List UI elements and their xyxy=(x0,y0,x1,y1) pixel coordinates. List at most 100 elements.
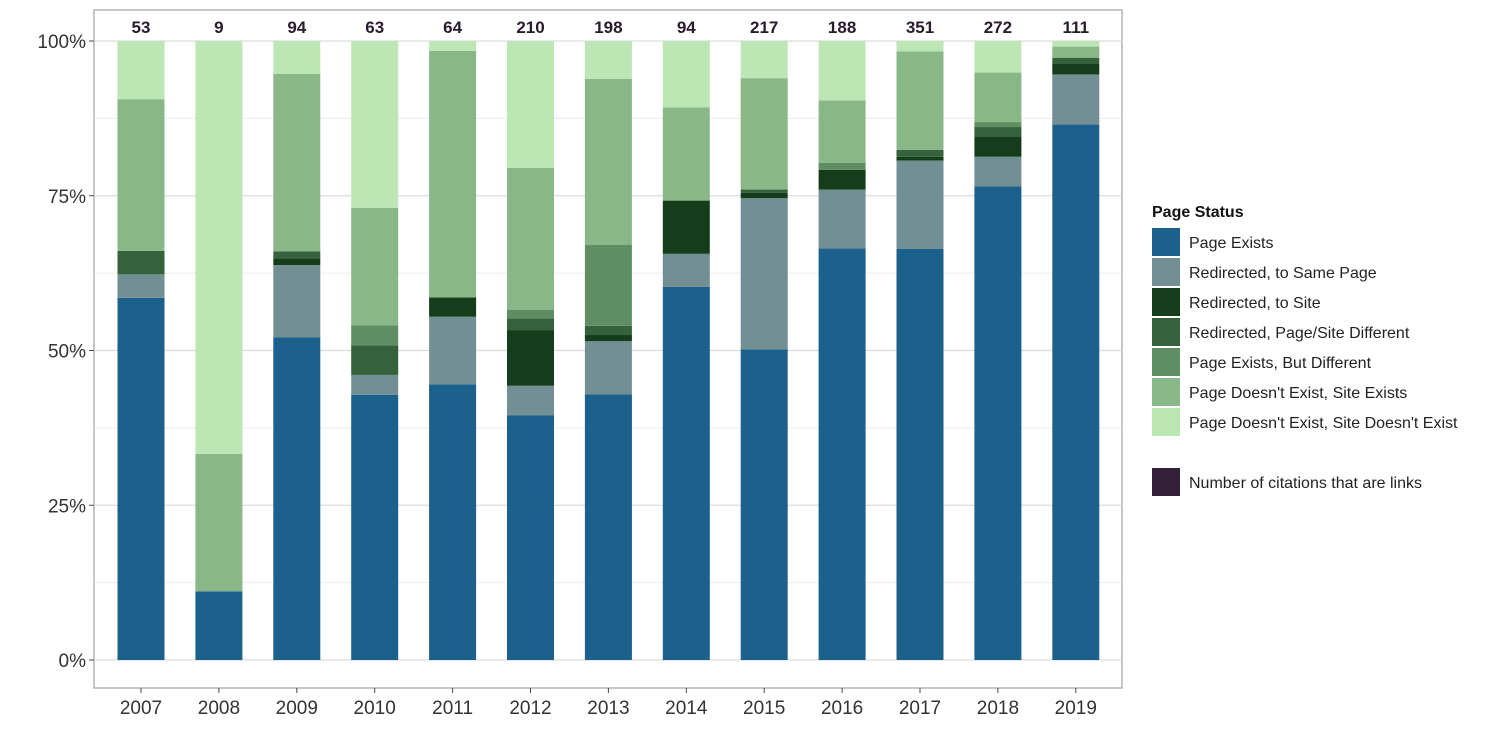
bar-segment xyxy=(351,207,399,326)
bar-segment xyxy=(507,318,554,331)
legend: Page Status Page Exists Redirected, to Sa… xyxy=(1152,204,1458,496)
x-tick-label: 2010 xyxy=(354,698,396,719)
bar-segment xyxy=(117,274,165,298)
bar-segment xyxy=(117,250,165,275)
x-tick-label: 2007 xyxy=(120,698,162,719)
bar-segment xyxy=(818,100,866,163)
x-tick-label: 2015 xyxy=(743,698,785,719)
bar-segment xyxy=(974,122,1022,128)
bar-segment xyxy=(974,72,1022,123)
bar-segment xyxy=(117,99,165,251)
count-label: 272 xyxy=(984,18,1012,37)
bar-segment xyxy=(974,186,1022,660)
y-axis: 0% 25% 50% 75% 100% xyxy=(37,32,94,672)
y-tick-label: 100% xyxy=(37,32,86,53)
count-label: 94 xyxy=(677,18,696,37)
legend-label: Redirected, Page/Site Different xyxy=(1189,325,1410,342)
x-tick-label: 2014 xyxy=(665,698,708,719)
legend-swatch xyxy=(1152,288,1180,316)
count-label: 210 xyxy=(516,18,544,37)
x-tick-label: 2009 xyxy=(276,698,318,719)
bar-segment xyxy=(818,189,866,249)
count-label: 94 xyxy=(287,18,306,37)
legend-swatch xyxy=(1152,228,1180,256)
count-label: 53 xyxy=(132,18,151,37)
legend-swatch xyxy=(1152,258,1180,286)
bar-segment xyxy=(662,107,710,201)
bar-segment xyxy=(351,374,399,395)
count-label: 63 xyxy=(365,18,384,37)
bar-segment xyxy=(896,156,944,161)
bar-segment xyxy=(584,41,632,79)
bar-segment xyxy=(351,394,399,660)
bar-segment xyxy=(662,286,710,660)
bar-segment xyxy=(507,415,554,660)
count-label: 217 xyxy=(750,18,778,37)
bar-segment xyxy=(273,41,321,74)
bar-segment xyxy=(740,189,788,193)
x-tick-label: 2017 xyxy=(899,698,941,719)
bar-segment xyxy=(507,167,554,310)
bar-segment xyxy=(117,297,165,660)
bar-segment xyxy=(584,394,632,660)
legend-label: Page Exists, But Different xyxy=(1189,355,1372,372)
legend-label: Page Exists xyxy=(1189,235,1273,252)
count-label: 64 xyxy=(443,18,462,37)
bar-segment xyxy=(507,330,554,386)
bar-segment xyxy=(896,149,944,157)
bar-segment xyxy=(195,453,243,592)
count-label: 9 xyxy=(214,18,223,37)
x-tick-label: 2018 xyxy=(977,698,1019,719)
legend-swatch xyxy=(1152,348,1180,376)
x-tick-label: 2011 xyxy=(432,698,473,719)
y-tick-label: 0% xyxy=(59,651,87,672)
bar-segment xyxy=(1052,63,1100,75)
bar-segment xyxy=(429,50,477,298)
bar-segment xyxy=(195,41,243,454)
x-tick-label: 2012 xyxy=(509,698,551,719)
bar-segment xyxy=(584,325,632,336)
bar-segment xyxy=(974,41,1022,73)
bar-segment xyxy=(584,335,632,342)
bar-segment xyxy=(429,316,477,385)
bar-segment xyxy=(351,345,399,375)
legend-title: Page Status xyxy=(1152,204,1244,221)
count-label: 351 xyxy=(906,18,934,37)
bar-segment xyxy=(507,309,554,319)
count-label: 198 xyxy=(594,18,622,37)
bar-segment xyxy=(662,41,710,108)
bar-segment xyxy=(195,591,243,660)
legend-label-count: Number of citations that are links xyxy=(1189,475,1422,492)
legend-swatch xyxy=(1152,378,1180,406)
bar-segment xyxy=(740,192,788,199)
bar-segment xyxy=(273,73,321,252)
bar-segment xyxy=(117,41,165,100)
bar-segment xyxy=(818,41,866,101)
count-labels: 53 9 94 63 64 210 198 94 217 188 351 272 111 xyxy=(132,18,1090,37)
bar-segment xyxy=(584,244,632,326)
bar-segment xyxy=(429,41,477,51)
y-tick-label: 75% xyxy=(48,187,86,208)
legend-label: Redirected, to Site xyxy=(1189,295,1321,312)
bar-segment xyxy=(351,41,399,208)
x-tick-label: 2013 xyxy=(587,698,629,719)
bar-segment xyxy=(507,41,554,168)
bar-segment xyxy=(273,258,321,266)
legend-swatch-count xyxy=(1152,468,1180,496)
bar-segment xyxy=(1052,57,1100,64)
bar-segment xyxy=(740,78,788,190)
bar-segment xyxy=(896,160,944,249)
bar-segment xyxy=(974,127,1022,137)
count-label: 111 xyxy=(1063,18,1090,37)
bar-segment xyxy=(429,384,477,660)
y-tick-label: 50% xyxy=(48,342,86,363)
x-axis: 2007 2008 2009 2010 2011 2012 2013 2014 2015 2016… xyxy=(120,688,1097,719)
bar-segment xyxy=(1052,46,1100,58)
legend-swatch xyxy=(1152,318,1180,346)
bar-segment xyxy=(584,341,632,395)
bar-segment xyxy=(740,198,788,350)
bar-segment xyxy=(584,78,632,245)
bar-segment xyxy=(1052,124,1100,660)
bar-segment xyxy=(273,337,321,660)
